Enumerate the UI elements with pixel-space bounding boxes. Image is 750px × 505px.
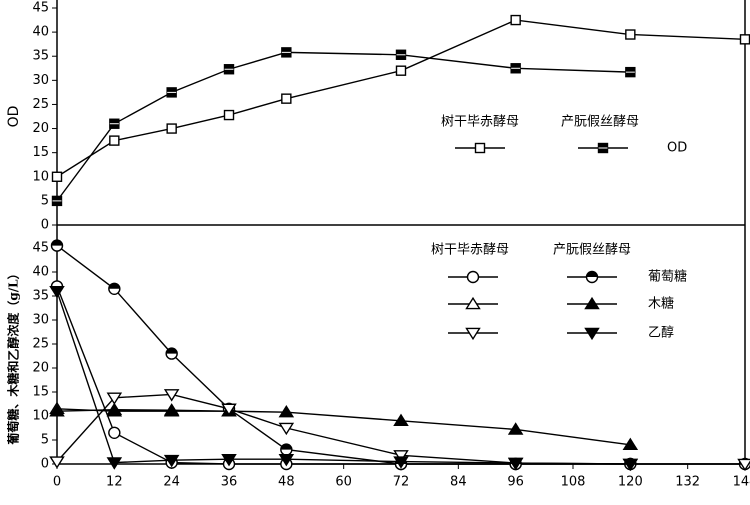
od-series-1-point-1 <box>110 119 119 128</box>
conc-series-4-point-0 <box>51 457 64 467</box>
y-tick-label-top: 15 <box>32 145 49 160</box>
y-tick-label-top: 40 <box>32 25 49 40</box>
y-tick-label-bottom: 35 <box>32 289 49 304</box>
x-tick-label: 108 <box>561 475 586 490</box>
y-tick-label-bottom: 5 <box>41 433 49 448</box>
conc-series-0-line <box>57 286 745 464</box>
y-tick-label-top: 20 <box>32 121 49 136</box>
x-tick-label: 84 <box>450 475 467 490</box>
conc-legend-row-label-1: 木糖 <box>648 296 674 312</box>
y-tick-label-bottom: 25 <box>32 337 49 352</box>
od-series-1-point-4 <box>282 48 291 57</box>
od-series-0-point-4 <box>282 94 291 103</box>
conc-legend-row-label-2: 乙醇 <box>648 325 674 341</box>
od-series-0-point-3 <box>225 111 234 120</box>
conc-series-1-point-1 <box>109 283 120 294</box>
y-tick-label-bottom: 15 <box>32 385 49 400</box>
od-series-0-point-0-shape <box>53 172 62 181</box>
od-series-1-line <box>57 52 630 201</box>
y-tick-label-top: 30 <box>32 73 49 88</box>
conc-series-5-point-0-shape <box>51 287 64 297</box>
od-series-0-point-8-shape <box>741 35 750 44</box>
y-tick-label-top: 35 <box>32 49 49 64</box>
od-series-0-point-8 <box>741 35 750 44</box>
od-legend-row-label: OD <box>667 141 687 156</box>
x-tick-label: 96 <box>507 475 524 490</box>
conc-legend-header-1: 产朊假丝酵母 <box>553 243 631 258</box>
y-tick-label-bottom: 30 <box>32 313 49 328</box>
y-tick-label-bottom: 10 <box>32 409 49 424</box>
od-series-0-point-1 <box>110 136 119 145</box>
conc-series-5-point-1-shape <box>108 458 121 468</box>
od-legend-marker-1 <box>599 144 608 153</box>
od-series-1-point-5 <box>397 50 406 59</box>
conc-series-5-point-1 <box>108 458 121 468</box>
conc-series-0-point-1-shape <box>109 427 120 438</box>
od-series-0-point-7-shape <box>626 30 635 39</box>
y-tick-label-bottom: 45 <box>32 241 49 256</box>
conc-series-1-point-2 <box>166 348 177 359</box>
od-series-0-point-6 <box>511 16 520 25</box>
y-tick-label-bottom: 0 <box>41 457 49 472</box>
conc-legend-marker-open-0 <box>468 272 479 283</box>
conc-series-1-point-0 <box>52 240 63 251</box>
x-tick-label: 24 <box>163 475 180 490</box>
od-legend-header-1: 产朊假丝酵母 <box>561 115 639 130</box>
x-tick-label: 120 <box>618 475 643 490</box>
x-tick-label: 60 <box>335 475 352 490</box>
x-tick-label: 132 <box>675 475 700 490</box>
y-axis-label-top: OD <box>6 106 22 128</box>
conc-series-3-line <box>57 410 630 445</box>
conc-legend-row-label-0: 葡萄糖 <box>648 269 687 285</box>
conc-series-5-line <box>57 291 630 464</box>
od-series-0-point-3-shape <box>225 111 234 120</box>
y-tick-label-top: 25 <box>32 97 49 112</box>
y-tick-label-top: 45 <box>32 1 49 16</box>
x-tick-label: 12 <box>106 475 123 490</box>
od-series-0-point-0 <box>53 172 62 181</box>
x-tick-label: 144 <box>733 475 750 490</box>
conc-series-0-point-1 <box>109 427 120 438</box>
x-tick-label: 48 <box>278 475 295 490</box>
x-tick-label: 0 <box>53 475 61 490</box>
conc-legend-marker-open-0-shape <box>468 272 479 283</box>
od-series-0-point-7 <box>626 30 635 39</box>
conc-series-5-point-0 <box>51 287 64 297</box>
od-series-0-point-1-shape <box>110 136 119 145</box>
od-series-0-point-2-shape <box>167 124 176 133</box>
y-tick-label-bottom: 20 <box>32 361 49 376</box>
conc-legend-header-0: 树干毕赤酵母 <box>431 243 509 258</box>
od-legend-header-0: 树干毕赤酵母 <box>441 115 519 130</box>
conc-series-4-point-0-shape <box>51 457 64 467</box>
y-tick-label-top: 10 <box>32 169 49 184</box>
od-legend-marker-0-shape <box>476 144 485 153</box>
conc-series-1-point-4 <box>281 444 292 455</box>
od-series-1-point-7 <box>626 68 635 77</box>
od-series-1-point-0 <box>53 196 62 205</box>
od-legend-marker-0 <box>476 144 485 153</box>
y-tick-label-bottom: 40 <box>32 265 49 280</box>
y-tick-label-top: 5 <box>41 193 49 208</box>
od-series-0-point-5-shape <box>397 66 406 75</box>
od-series-1-point-3 <box>225 65 234 74</box>
y-axis-label-bottom: 葡萄糖、木糖和乙醇浓度（g/L） <box>6 267 21 445</box>
od-series-0-point-6-shape <box>511 16 520 25</box>
od-series-0-point-5 <box>397 66 406 75</box>
x-tick-label: 36 <box>221 475 238 490</box>
y-tick-label-top: 0 <box>41 218 49 233</box>
x-tick-label: 72 <box>393 475 410 490</box>
od-series-1-point-6 <box>511 64 520 73</box>
od-series-0-point-4-shape <box>282 94 291 103</box>
od-series-1-point-2 <box>167 88 176 97</box>
od-series-0-point-2 <box>167 124 176 133</box>
conc-series-1-line <box>57 246 630 464</box>
conc-legend-marker-filled-0 <box>587 272 598 283</box>
